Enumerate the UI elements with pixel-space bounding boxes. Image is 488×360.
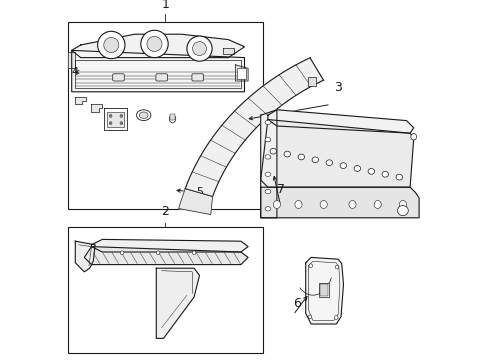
Bar — [68, 22, 262, 209]
Polygon shape — [260, 110, 276, 218]
Text: 5: 5 — [196, 187, 203, 197]
Ellipse shape — [264, 138, 270, 142]
Polygon shape — [84, 247, 247, 265]
Ellipse shape — [136, 110, 151, 121]
Bar — [68, 227, 262, 353]
Polygon shape — [185, 58, 323, 197]
Ellipse shape — [367, 168, 374, 174]
Ellipse shape — [397, 206, 407, 216]
Ellipse shape — [298, 154, 304, 160]
Text: 1: 1 — [161, 0, 169, 11]
Ellipse shape — [320, 201, 326, 208]
Ellipse shape — [373, 201, 381, 208]
Polygon shape — [72, 34, 244, 58]
Circle shape — [308, 264, 312, 267]
Ellipse shape — [264, 189, 270, 194]
Circle shape — [109, 122, 112, 125]
Polygon shape — [91, 239, 247, 252]
Text: 3: 3 — [333, 81, 341, 94]
Polygon shape — [68, 52, 75, 68]
Ellipse shape — [169, 115, 175, 123]
Ellipse shape — [284, 151, 290, 157]
Bar — [307, 77, 315, 86]
Circle shape — [120, 122, 122, 125]
Polygon shape — [91, 104, 102, 112]
Circle shape — [120, 114, 122, 117]
Circle shape — [334, 316, 337, 319]
Ellipse shape — [269, 148, 276, 154]
Ellipse shape — [381, 171, 388, 177]
Polygon shape — [75, 241, 95, 272]
Polygon shape — [72, 50, 244, 92]
Circle shape — [120, 251, 123, 255]
Bar — [170, 114, 174, 120]
Text: 4: 4 — [71, 67, 78, 77]
Ellipse shape — [264, 172, 270, 176]
Ellipse shape — [311, 157, 318, 163]
Polygon shape — [223, 48, 233, 54]
Circle shape — [186, 36, 212, 61]
Circle shape — [147, 36, 162, 51]
Polygon shape — [235, 65, 247, 81]
Text: 6: 6 — [292, 297, 300, 310]
Circle shape — [156, 251, 160, 255]
Polygon shape — [267, 110, 413, 133]
Circle shape — [192, 251, 196, 255]
Polygon shape — [260, 120, 413, 187]
Ellipse shape — [273, 201, 280, 208]
Ellipse shape — [139, 112, 148, 118]
Circle shape — [192, 42, 206, 55]
FancyBboxPatch shape — [156, 74, 167, 81]
Circle shape — [98, 31, 125, 59]
Ellipse shape — [264, 155, 270, 159]
Polygon shape — [305, 257, 343, 324]
Bar — [75, 60, 241, 88]
Circle shape — [307, 315, 311, 319]
Ellipse shape — [395, 174, 402, 180]
Ellipse shape — [410, 134, 416, 140]
Text: 7: 7 — [276, 183, 284, 196]
Ellipse shape — [264, 120, 270, 125]
Polygon shape — [178, 189, 212, 215]
Bar — [320, 284, 327, 296]
Circle shape — [141, 30, 168, 58]
Text: 2: 2 — [161, 205, 169, 218]
Ellipse shape — [264, 207, 270, 211]
FancyBboxPatch shape — [113, 74, 124, 81]
Ellipse shape — [294, 201, 302, 208]
Ellipse shape — [339, 163, 346, 168]
Polygon shape — [104, 108, 127, 130]
Polygon shape — [260, 187, 418, 218]
Polygon shape — [156, 268, 199, 338]
FancyBboxPatch shape — [192, 74, 203, 81]
Ellipse shape — [399, 201, 406, 208]
Ellipse shape — [348, 201, 355, 208]
Bar — [237, 68, 246, 79]
Polygon shape — [75, 97, 86, 104]
Bar — [107, 112, 124, 127]
Bar — [318, 283, 328, 297]
Circle shape — [109, 114, 112, 117]
Ellipse shape — [325, 160, 332, 166]
Ellipse shape — [353, 166, 360, 171]
Circle shape — [335, 265, 338, 269]
Circle shape — [103, 37, 119, 53]
